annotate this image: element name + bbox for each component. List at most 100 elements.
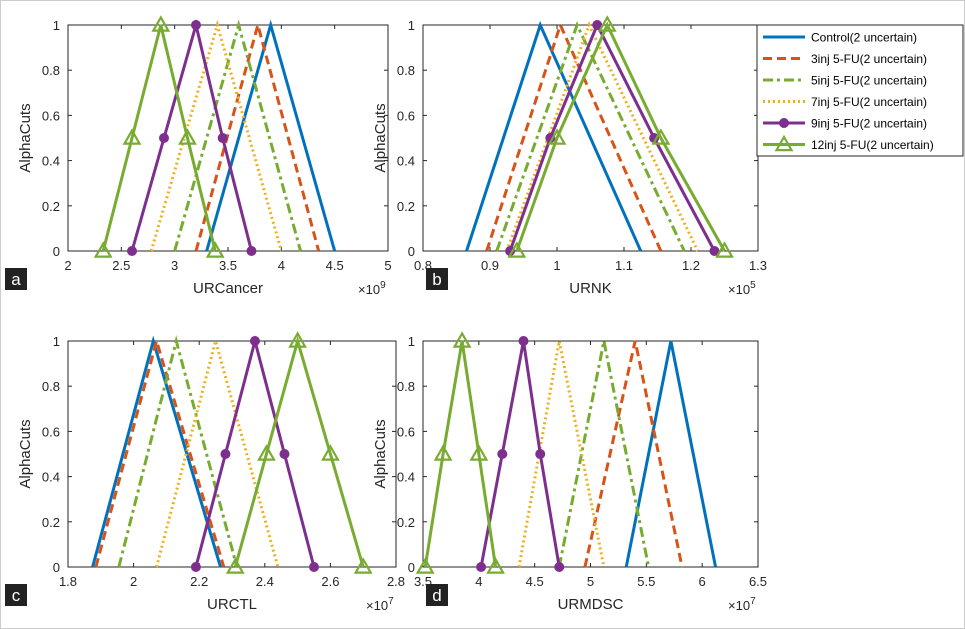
y-tick-label: 0.4: [42, 470, 60, 485]
y-axis-label: AlphaCuts: [17, 419, 34, 488]
data-point: [433, 444, 453, 461]
series-line: [101, 24, 217, 252]
data-point: [178, 128, 197, 145]
data-point: [217, 133, 228, 143]
series-1: [465, 20, 643, 252]
panel-letter-badge: [426, 584, 448, 606]
y-tick-label: 1: [408, 18, 415, 33]
x-tick-label: 1.8: [59, 574, 77, 589]
series-line: [557, 340, 651, 568]
x-tick-label: 5.5: [637, 574, 655, 589]
series-6: [93, 15, 225, 258]
legend-label: Control(2 uncertain): [811, 31, 917, 45]
data-point: [554, 562, 565, 572]
y-tick-label: 0.2: [42, 199, 60, 214]
x-axis-label: URCancer: [193, 280, 263, 297]
series-2: [94, 335, 226, 568]
panel-letter: a: [11, 270, 21, 289]
series-line: [194, 19, 321, 252]
data-point: [246, 246, 257, 256]
y-tick-label: 0: [53, 560, 60, 575]
plot-area: [67, 340, 397, 568]
data-point: [469, 444, 489, 461]
panel-a: 2 2.5 3 3.5 4 4.5 5 0 0.2 0.4 0.6 0.8 1 URCancer Alpha…: [5, 15, 392, 297]
series-line: [517, 340, 606, 568]
x-exponent-label: ×107: [366, 596, 394, 613]
x-tick-label: 5: [384, 258, 391, 273]
series-line: [583, 340, 684, 568]
series-line: [149, 19, 283, 252]
legend-label: 3inj 5-FU(2 uncertain): [811, 52, 927, 66]
data-point: [715, 241, 734, 258]
legend-item: Control(2 uncertain): [763, 31, 917, 45]
y-tick-label: 0: [408, 244, 415, 259]
data-point: [651, 128, 671, 145]
series-line: [233, 335, 365, 568]
data-point: [452, 331, 472, 348]
exponent-power: 7: [750, 596, 756, 607]
x-axis-label: URNK: [569, 280, 612, 297]
legend-label: 9inj 5-FU(2 uncertain): [811, 117, 927, 131]
x-axis-label: URCTL: [207, 596, 257, 613]
x-tick-label: 5: [587, 574, 594, 589]
series-6: [507, 15, 734, 258]
y-tick-label: 0.8: [397, 63, 415, 78]
legend-box: [756, 24, 964, 157]
y-tick-label: 0.4: [42, 154, 60, 169]
data-point: [127, 246, 137, 256]
y-tick-label: 0.2: [397, 199, 415, 214]
series-2: [194, 19, 321, 252]
y-axis-label: AlphaCuts: [17, 103, 34, 172]
data-point: [415, 557, 435, 574]
x-tick-label: 0.9: [481, 258, 499, 273]
x-exponent-label: ×107: [728, 596, 756, 613]
exponent-base: ×10: [728, 598, 750, 613]
data-point: [547, 128, 567, 145]
series-line: [205, 19, 337, 252]
data-point: [309, 562, 319, 572]
exponent-power: 9: [380, 280, 386, 291]
series-6: [415, 331, 505, 574]
data-point: [507, 241, 527, 258]
series-1: [205, 19, 337, 252]
series-4: [517, 340, 606, 568]
data-point: [93, 241, 113, 258]
panel-d: 3.5 4 4.5 5 5.5 6 6.500.20.40.60.81URMDSCAlpha…: [372, 331, 767, 613]
data-point: [321, 444, 340, 461]
x-tick-label: 4: [278, 258, 285, 273]
series-line: [423, 340, 498, 568]
x-tick-label: 2.5: [112, 258, 130, 273]
y-tick-label: 0.6: [397, 424, 415, 439]
y-tick-label: 0.8: [42, 63, 60, 78]
x-tick-label: 2: [64, 258, 71, 273]
x-tick-label: 1: [553, 258, 560, 273]
panel-letter: b: [432, 270, 441, 289]
data-point: [191, 20, 201, 30]
y-tick-label: 1: [53, 334, 60, 349]
x-axis-label: URMDSC: [558, 596, 624, 613]
series-3: [557, 340, 651, 568]
y-tick-label: 0.2: [42, 515, 60, 530]
data-point: [476, 562, 487, 572]
series-3: [495, 21, 686, 252]
series-2: [583, 340, 684, 568]
y-axis-label: AlphaCuts: [372, 103, 389, 172]
series-line: [505, 21, 700, 252]
legend-item: 9inj 5-FU(2 uncertain): [763, 117, 927, 131]
legend-item: 3inj 5-FU(2 uncertain): [763, 52, 927, 66]
y-tick-label: 0.2: [397, 515, 415, 530]
data-point: [159, 133, 169, 143]
series-line: [117, 335, 239, 568]
y-tick-label: 0.8: [42, 379, 60, 394]
data-point: [122, 128, 142, 145]
series-1: [91, 335, 222, 568]
series-line: [515, 21, 726, 252]
data-point: [190, 562, 201, 572]
data-point: [497, 449, 508, 459]
legend-item: 7inj 5-FU(2 uncertain): [763, 95, 927, 109]
series-6: [225, 331, 373, 574]
y-tick-label: 0.8: [397, 379, 415, 394]
data-point: [151, 15, 171, 32]
y-tick-label: 1: [53, 18, 60, 33]
series-5: [127, 19, 257, 256]
